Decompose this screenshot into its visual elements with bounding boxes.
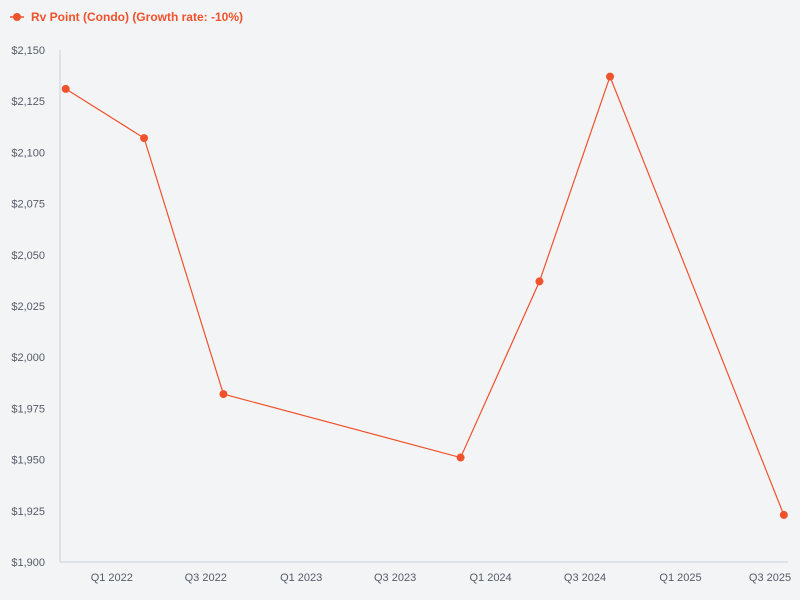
y-tick-label: $2,050 bbox=[11, 250, 45, 262]
data-point[interactable] bbox=[140, 134, 149, 143]
x-tick-label: Q3 2022 bbox=[185, 572, 227, 584]
x-tick-label: Q3 2023 bbox=[374, 572, 416, 584]
y-tick-label: $2,100 bbox=[11, 147, 45, 159]
y-tick-label: $2,150 bbox=[11, 45, 45, 57]
series-points bbox=[61, 72, 788, 519]
series-line bbox=[65, 74, 785, 516]
legend[interactable]: Rv Point (Condo) (Growth rate: -10%) bbox=[10, 10, 243, 24]
x-tick-label: Q3 2025 bbox=[749, 572, 791, 584]
y-tick-label: $1,900 bbox=[11, 557, 45, 569]
data-point[interactable] bbox=[779, 510, 788, 519]
y-tick-label: $1,975 bbox=[11, 403, 45, 415]
data-point[interactable] bbox=[219, 390, 228, 399]
y-tick-label: $2,025 bbox=[11, 301, 45, 313]
y-tick-label: $1,925 bbox=[11, 506, 45, 518]
legend-label: Rv Point (Condo) (Growth rate: -10%) bbox=[31, 10, 243, 24]
x-axis-ticks: Q1 2022 Q3 2022 Q1 2023 Q3 2023 Q1 2024 Q3 20… bbox=[91, 572, 791, 584]
x-tick-label: Q1 2024 bbox=[469, 572, 511, 584]
data-point[interactable] bbox=[456, 453, 465, 462]
x-tick-label: Q1 2025 bbox=[659, 572, 701, 584]
data-point[interactable] bbox=[61, 84, 70, 93]
data-point[interactable] bbox=[606, 72, 615, 81]
x-tick-label: Q1 2023 bbox=[280, 572, 322, 584]
data-point[interactable] bbox=[535, 277, 544, 286]
y-axis-ticks: $2,150 $2,125 $2,100 $2,075 $2,050 $2,025 $2,0… bbox=[11, 45, 45, 569]
x-tick-label: Q3 2024 bbox=[564, 572, 606, 584]
legend-dot-marker bbox=[13, 13, 21, 21]
y-tick-label: $2,075 bbox=[11, 199, 45, 211]
y-tick-label: $1,950 bbox=[11, 455, 45, 467]
y-tick-label: $2,000 bbox=[11, 352, 45, 364]
y-tick-label: $2,125 bbox=[11, 96, 45, 108]
x-tick-label: Q1 2022 bbox=[91, 572, 133, 584]
